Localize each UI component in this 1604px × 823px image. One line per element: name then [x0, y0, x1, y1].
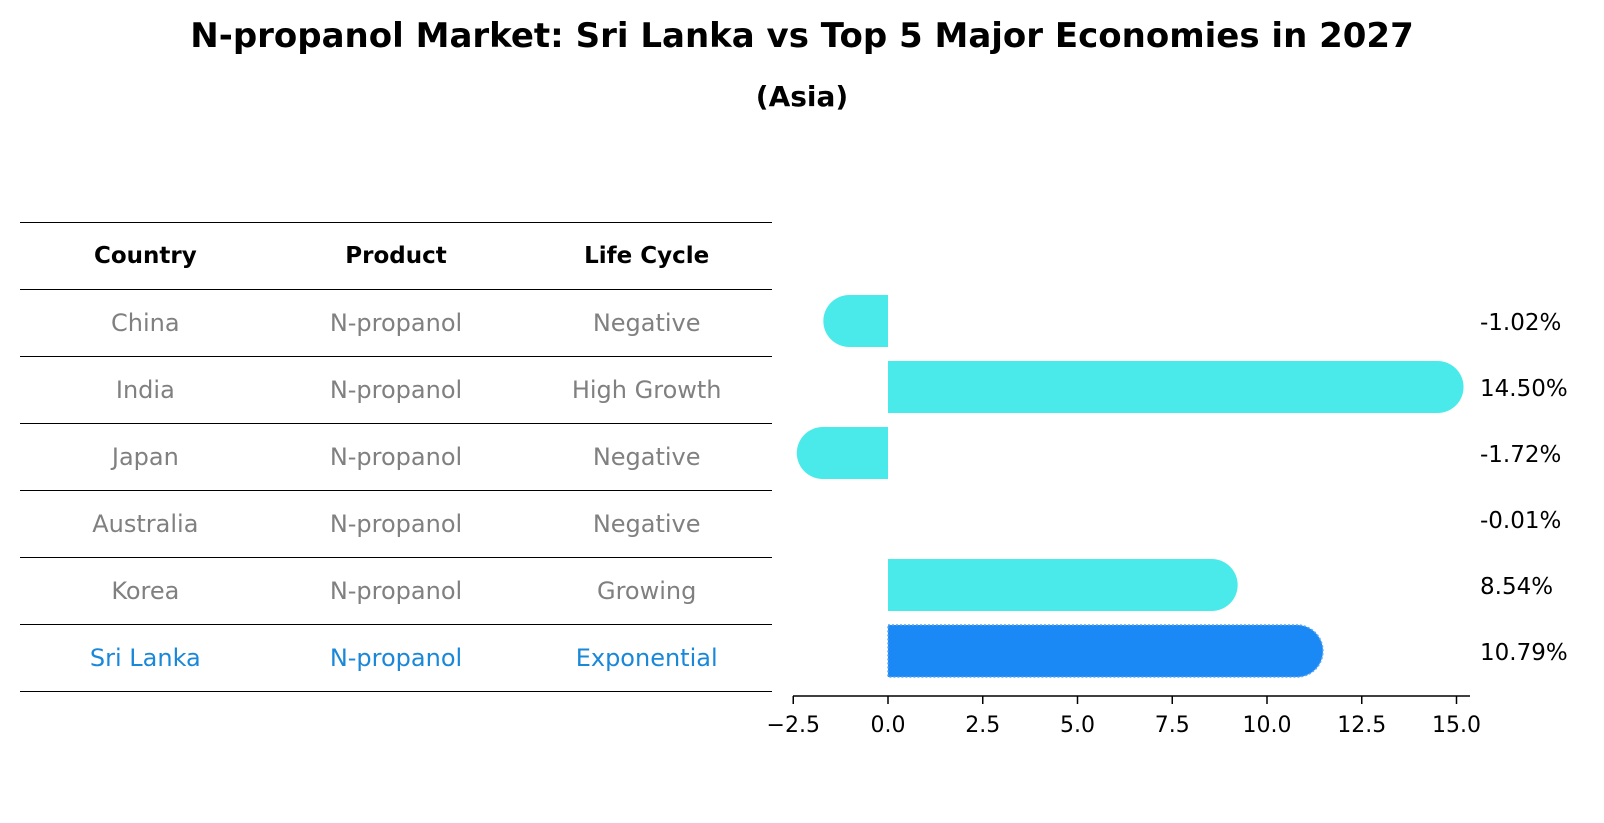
table-row: Australia N-propanol Negative	[20, 490, 772, 557]
life-cycle-cell: Exponential	[575, 644, 718, 672]
product-cell: N-propanol	[329, 577, 463, 605]
bar-value-label: 14.50%	[1480, 376, 1568, 402]
x-tick-label: 12.5	[1337, 713, 1386, 738]
table-row: India N-propanol High Growth	[20, 356, 772, 423]
life-cycle-cell: Growing	[596, 577, 697, 605]
bar-value-label: -1.72%	[1480, 442, 1561, 468]
country-cell: Australia	[92, 510, 199, 538]
country-cell: Japan	[111, 443, 179, 471]
country-cell: Korea	[111, 577, 180, 605]
column-header-country: Country	[93, 243, 197, 269]
life-cycle-cell: Negative	[592, 443, 701, 471]
table-row-highlight: Sri Lanka N-propanol Exponential	[20, 624, 772, 692]
bar-sri-lanka	[887, 624, 1324, 678]
life-cycle-cell: Negative	[592, 309, 701, 337]
table-row: Japan N-propanol Negative	[20, 423, 772, 490]
x-tick-label: 0.0	[871, 713, 906, 738]
product-cell: N-propanol	[329, 644, 463, 672]
x-tick-label: 7.5	[1155, 713, 1190, 738]
x-tick-label: 2.5	[965, 713, 1000, 738]
product-cell: N-propanol	[329, 309, 463, 337]
product-cell: N-propanol	[329, 443, 463, 471]
bar-value-label: -1.02%	[1480, 310, 1561, 336]
country-cell: Sri Lanka	[89, 644, 201, 672]
x-tick-label: 5.0	[1060, 713, 1095, 738]
life-cycle-cell: Negative	[592, 510, 701, 538]
x-tick-label: −2.5	[767, 713, 820, 738]
life-cycle-cell: High Growth	[571, 376, 722, 404]
table-row: Korea N-propanol Growing	[20, 557, 772, 624]
table-header-row: Country Product Life Cycle	[20, 222, 772, 289]
bar-india	[888, 361, 1464, 413]
column-header-life-cycle: Life Cycle	[584, 243, 710, 269]
product-cell: N-propanol	[329, 510, 463, 538]
bar-japan	[796, 427, 888, 479]
country-cell: China	[111, 309, 180, 337]
country-cell: India	[115, 376, 175, 404]
x-tick-label: 10.0	[1243, 713, 1292, 738]
x-tick-label: 15.0	[1432, 713, 1481, 738]
product-cell: N-propanol	[329, 376, 463, 404]
country-table: Country Product Life Cycle China N-propa…	[20, 222, 772, 692]
bar-value-label: -0.01%	[1480, 508, 1561, 534]
bar-value-label: 8.54%	[1480, 574, 1553, 600]
chart-title: N-propanol Market: Sri Lanka vs Top 5 Ma…	[190, 16, 1414, 56]
chart-subtitle: (Asia)	[755, 80, 849, 113]
bar-value-label: 10.79%	[1480, 640, 1568, 666]
table-row: China N-propanol Negative	[20, 289, 772, 356]
bar-china	[823, 295, 888, 347]
bar-korea	[888, 559, 1238, 611]
column-header-product: Product	[345, 243, 447, 269]
